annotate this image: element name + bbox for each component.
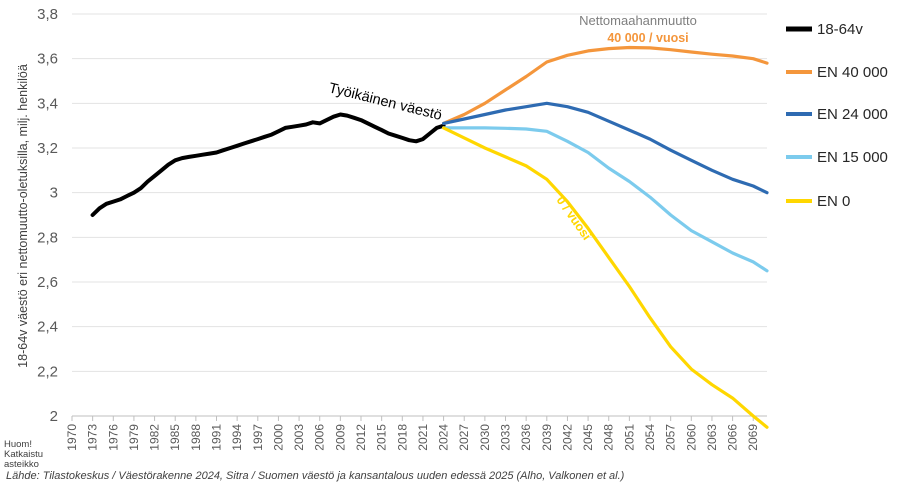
annotation-workforce: Työikäinen väestö: [327, 80, 444, 124]
x-tick-label: 1997: [251, 424, 265, 451]
y-tick-label: 3: [50, 185, 58, 202]
x-tick-label: 2009: [333, 424, 347, 451]
x-tick-label: 2015: [375, 424, 389, 451]
x-tick-label: 2030: [478, 424, 492, 451]
x-tick-label: 2024: [437, 424, 451, 451]
series-line-en-15-000: [442, 126, 769, 273]
gridlines: [72, 13, 767, 417]
legend-label: EN 24 000: [817, 106, 888, 123]
legend-label: EN 0: [817, 193, 850, 210]
x-tick-label: 1979: [127, 424, 141, 451]
x-tick-label: 1991: [210, 424, 224, 451]
axis-note: Huom! Katkaistu asteikko: [4, 440, 43, 470]
x-tick-label: 1988: [189, 424, 203, 451]
y-tick-label: 2,8: [37, 229, 58, 246]
annotation-net-0: 0 / vuosi: [554, 194, 594, 243]
x-tick-label: 2012: [354, 424, 368, 451]
series-line-en-0: [442, 126, 769, 429]
legend-label: 18-64v: [817, 21, 863, 38]
x-tick-label: 2051: [622, 424, 636, 451]
x-tick-label: 1994: [230, 424, 244, 451]
x-tick-label: 1973: [86, 424, 100, 451]
x-tick-label: 1982: [148, 424, 162, 451]
x-tick-label: 2039: [540, 424, 554, 451]
x-tick-label: 2060: [684, 424, 698, 451]
x-tick-label: 2066: [726, 424, 740, 451]
y-tick-label: 3,4: [37, 95, 58, 112]
source-text: Lähde: Tilastokeskus / Väestörakenne 202…: [6, 470, 625, 482]
x-tick-label: 2003: [292, 424, 306, 451]
y-tick-label: 3,8: [37, 6, 58, 23]
y-tick-label: 2: [50, 408, 58, 425]
x-tick-label: 2069: [746, 424, 760, 451]
x-tick-label: 2036: [519, 424, 533, 451]
x-tick-label: 1985: [168, 424, 182, 451]
series-line-en-40-000: [442, 45, 769, 126]
x-tick-label: 2048: [602, 424, 616, 451]
y-axis-ticks: 2 2,2 2,4 2,6 2,8 3 3,2 3,4 3,6 3,8: [37, 6, 58, 425]
x-tick-label: 1976: [106, 424, 120, 451]
x-tick-label: 2045: [581, 424, 595, 451]
y-tick-label: 2,6: [37, 274, 58, 291]
series-lines: [90, 45, 769, 429]
annotation-net-title: Nettomaahanmuutto: [579, 13, 697, 28]
x-tick-label: 2021: [416, 424, 430, 451]
x-tick-label: 2042: [560, 424, 574, 451]
series-line-18-64v: [90, 112, 446, 217]
y-tick-label: 3,6: [37, 51, 58, 68]
x-tick-label: 2054: [643, 424, 657, 451]
legend-label: EN 40 000: [817, 64, 888, 81]
x-tick-label: 2018: [395, 424, 409, 451]
x-tick-label: 2000: [271, 424, 285, 451]
note-line-2: Katkaistu: [4, 449, 44, 460]
legend: 18-64v EN 40 000 EN 24 000 EN 15 000 EN 0: [786, 21, 888, 210]
x-tick-label: 1970: [65, 424, 79, 451]
x-tick-label: 2057: [664, 424, 678, 451]
x-axis-ticks: 1970 1973 1976 1979 1982 1985 1988 1991 1994 1997…: [65, 416, 760, 451]
annotation-net-40k: 40 000 / vuosi: [607, 31, 688, 45]
y-axis-label: 18-64v väestö eri nettomuutto-oletuksill…: [16, 64, 30, 368]
note-line-1: Huom!: [4, 439, 32, 450]
legend-label: EN 15 000: [817, 149, 888, 166]
note-line-3: asteikko: [4, 459, 39, 470]
y-tick-label: 2,2: [37, 363, 58, 380]
series-line-en-24-000: [442, 101, 769, 195]
x-tick-label: 2027: [457, 424, 471, 451]
y-tick-label: 2,4: [37, 319, 58, 336]
y-tick-label: 3,2: [37, 140, 58, 157]
x-tick-label: 2006: [313, 424, 327, 451]
x-tick-label: 2063: [705, 424, 719, 451]
x-tick-label: 2033: [499, 424, 513, 451]
